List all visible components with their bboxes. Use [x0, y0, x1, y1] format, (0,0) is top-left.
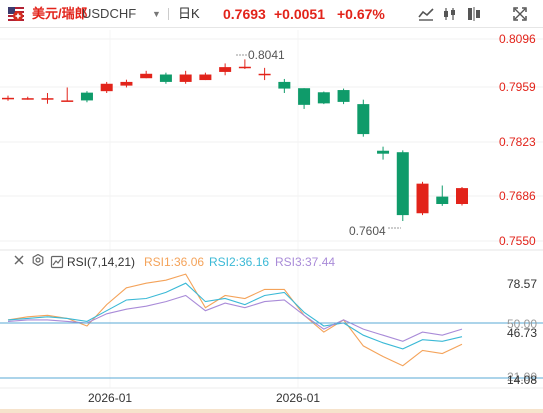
- price-tick: 0.8096: [499, 32, 536, 46]
- candle-body: [199, 74, 212, 81]
- candle-body: [80, 92, 93, 101]
- candle-body: [219, 67, 232, 72]
- settings-icon[interactable]: [32, 252, 44, 267]
- candle-body: [298, 88, 311, 105]
- bottom-strip: [0, 409, 543, 413]
- candle-body: [41, 98, 54, 100]
- candle-body: [258, 73, 271, 76]
- rsi2-value: RSI2:36.16: [209, 255, 270, 269]
- price-tick: 0.7550: [499, 234, 536, 248]
- candle-body: [238, 66, 251, 69]
- last-price: 0.7693: [223, 6, 266, 22]
- x-tick: 2026-01: [276, 391, 320, 405]
- rsi-line-rsi1: [7, 273, 463, 367]
- price-tick: 0.7686: [499, 189, 536, 203]
- candle-body: [140, 73, 153, 79]
- candlestick-series: [2, 59, 468, 222]
- candle-body: [416, 183, 429, 214]
- caret-down-icon[interactable]: ▼: [152, 9, 161, 19]
- candle-body: [357, 104, 370, 135]
- candle-body: [120, 81, 133, 86]
- toolbar: 美元/瑞郎 USDCHF ▼ 日K 0.7693 +0.0051 +0.67%: [0, 0, 543, 28]
- price-tick: 0.7823: [499, 135, 536, 149]
- rsi-line-rsi2: [7, 282, 463, 350]
- candle-body: [456, 188, 468, 205]
- candle-body: [278, 81, 291, 89]
- symbol-name[interactable]: 美元/瑞郎: [32, 6, 88, 21]
- low-annotation: 0.7604: [349, 224, 386, 238]
- candle-body: [317, 92, 330, 104]
- x-tick: 2026-01: [88, 391, 132, 405]
- candle-body: [61, 100, 74, 102]
- candle-chart-icon[interactable]: [441, 6, 459, 22]
- flag-icon: [8, 7, 24, 21]
- candle-body: [396, 152, 409, 216]
- price-change-pct: +0.67%: [337, 6, 385, 22]
- price-change: +0.0051: [274, 6, 325, 22]
- fullscreen-icon[interactable]: [511, 6, 529, 22]
- chart-grid: [0, 30, 543, 388]
- rsi-tick: 14.08: [507, 373, 537, 387]
- candle-body: [100, 83, 113, 92]
- rsi-tick: 46.73: [507, 326, 537, 340]
- rsi-tick: 78.57: [507, 277, 537, 291]
- line-chart-icon[interactable]: [417, 6, 435, 22]
- rsi3-value: RSI3:37.44: [275, 255, 336, 269]
- candle-body: [21, 98, 34, 100]
- symbol-code[interactable]: USDCHF: [82, 6, 137, 21]
- rsi-line-rsi3: [7, 294, 463, 342]
- candle-body: [2, 97, 14, 100]
- rsi-tick: 50.00: [507, 317, 537, 331]
- indicator-icon[interactable]: [465, 6, 483, 22]
- candle-body: [337, 90, 350, 102]
- divider: [168, 8, 169, 20]
- candle-body: [377, 150, 390, 154]
- rsi-title: RSI(7,14,21): [67, 255, 136, 269]
- indicator-toggle[interactable]: [50, 252, 64, 275]
- rsi-tick: 21.00: [507, 370, 537, 384]
- candle-body: [159, 74, 172, 82]
- close-icon[interactable]: [13, 252, 25, 265]
- rsi-series: [7, 273, 463, 367]
- high-annotation: 0.8041: [248, 48, 285, 62]
- period-selector[interactable]: 日K: [178, 6, 200, 21]
- rsi1-value: RSI1:36.06: [144, 255, 205, 269]
- price-tick: 0.7959: [499, 80, 536, 94]
- candle-body: [179, 74, 192, 82]
- candle-body: [436, 196, 449, 205]
